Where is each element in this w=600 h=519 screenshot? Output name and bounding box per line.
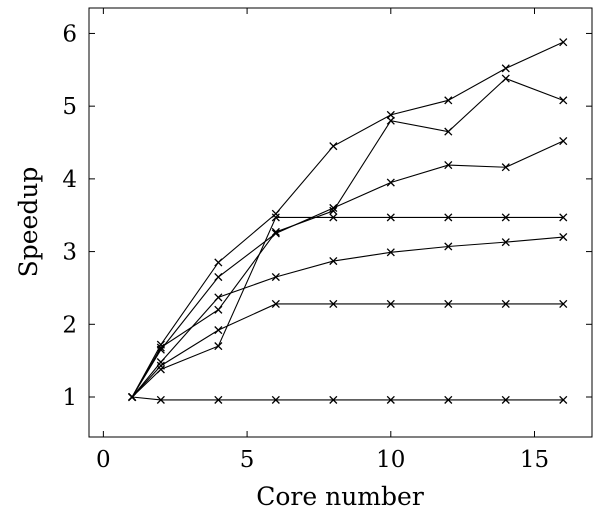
- data-point-marker: [559, 232, 568, 242]
- data-point-marker: [329, 299, 338, 308]
- series-4: [128, 213, 568, 402]
- data-point-marker: [156, 345, 165, 354]
- data-point-marker: [156, 365, 165, 374]
- data-point-marker: [214, 272, 223, 282]
- series-line: [131, 236, 564, 398]
- plot-frame: [88, 7, 593, 438]
- y-tick-label: 2: [62, 312, 77, 338]
- data-point-marker: [271, 299, 280, 308]
- data-point-marker: [501, 64, 510, 73]
- series-line: [131, 77, 564, 398]
- series-1: [128, 38, 568, 402]
- data-point-marker: [156, 343, 165, 352]
- series-group: [128, 38, 568, 404]
- data-point-marker: [386, 248, 395, 257]
- data-point-marker: [559, 96, 568, 105]
- data-point-marker: [444, 299, 453, 308]
- data-point-marker: [156, 395, 165, 404]
- data-point-marker: [214, 258, 223, 267]
- data-point-marker: [559, 137, 568, 146]
- data-point-marker: [559, 299, 568, 308]
- y-axis-label: Speedup: [14, 167, 43, 278]
- series-7: [128, 392, 568, 404]
- y-tick-label: 5: [62, 94, 77, 120]
- data-point-marker: [386, 395, 395, 404]
- data-point-marker: [214, 305, 223, 314]
- data-point-marker: [559, 38, 568, 47]
- data-point-marker: [214, 293, 223, 302]
- y-tick-label: 1: [62, 385, 77, 411]
- series-line: [131, 140, 564, 398]
- y-tick-label: 4: [62, 167, 77, 193]
- series-2: [128, 74, 568, 402]
- data-point-marker: [329, 395, 338, 404]
- axis-ticks: 0 5 10 15 1 2 3 4 5 6: [62, 8, 592, 473]
- data-point-marker: [444, 96, 453, 105]
- data-point-marker: [501, 395, 510, 404]
- series-line: [132, 396, 564, 401]
- data-point-marker: [501, 238, 510, 247]
- data-point-marker: [329, 213, 338, 222]
- data-point-marker: [156, 361, 165, 370]
- data-point-marker: [271, 395, 280, 404]
- series-line: [131, 216, 564, 398]
- data-point-marker: [386, 178, 395, 187]
- series-5: [128, 232, 568, 402]
- x-tick-label: 15: [520, 447, 549, 473]
- data-point-marker: [214, 342, 223, 351]
- data-point-marker: [444, 395, 453, 404]
- data-point-marker: [501, 74, 510, 83]
- y-tick-label: 6: [62, 21, 77, 47]
- data-point-marker: [329, 256, 338, 266]
- data-point-marker: [501, 163, 510, 172]
- y-tick-label: 3: [62, 240, 77, 266]
- data-point-marker: [271, 209, 280, 218]
- data-point-marker: [501, 299, 510, 308]
- data-point-marker: [271, 272, 280, 282]
- series-line: [131, 303, 564, 398]
- data-point-marker: [559, 213, 568, 222]
- x-tick-label: 5: [240, 447, 255, 473]
- data-point-marker: [329, 203, 338, 213]
- data-point-marker: [271, 213, 280, 222]
- x-axis-label: Core number: [256, 482, 424, 511]
- data-point-marker: [386, 116, 395, 125]
- data-point-marker: [559, 395, 568, 404]
- data-point-marker: [214, 395, 223, 404]
- data-point-marker: [214, 326, 223, 335]
- data-point-marker: [444, 127, 453, 136]
- series-6: [128, 299, 568, 402]
- data-point-marker: [444, 160, 453, 170]
- data-point-marker: [271, 227, 280, 237]
- data-point-marker: [444, 213, 453, 222]
- x-tick-label: 10: [376, 447, 405, 473]
- data-point-marker: [501, 213, 510, 222]
- data-point-marker: [386, 299, 395, 308]
- data-point-marker: [386, 213, 395, 222]
- data-point-marker: [271, 229, 280, 238]
- x-tick-label: 0: [96, 447, 111, 473]
- data-point-marker: [444, 242, 453, 251]
- series-3: [128, 137, 568, 402]
- data-point-marker: [329, 142, 338, 151]
- data-point-marker: [386, 110, 395, 119]
- data-point-marker: [128, 392, 137, 402]
